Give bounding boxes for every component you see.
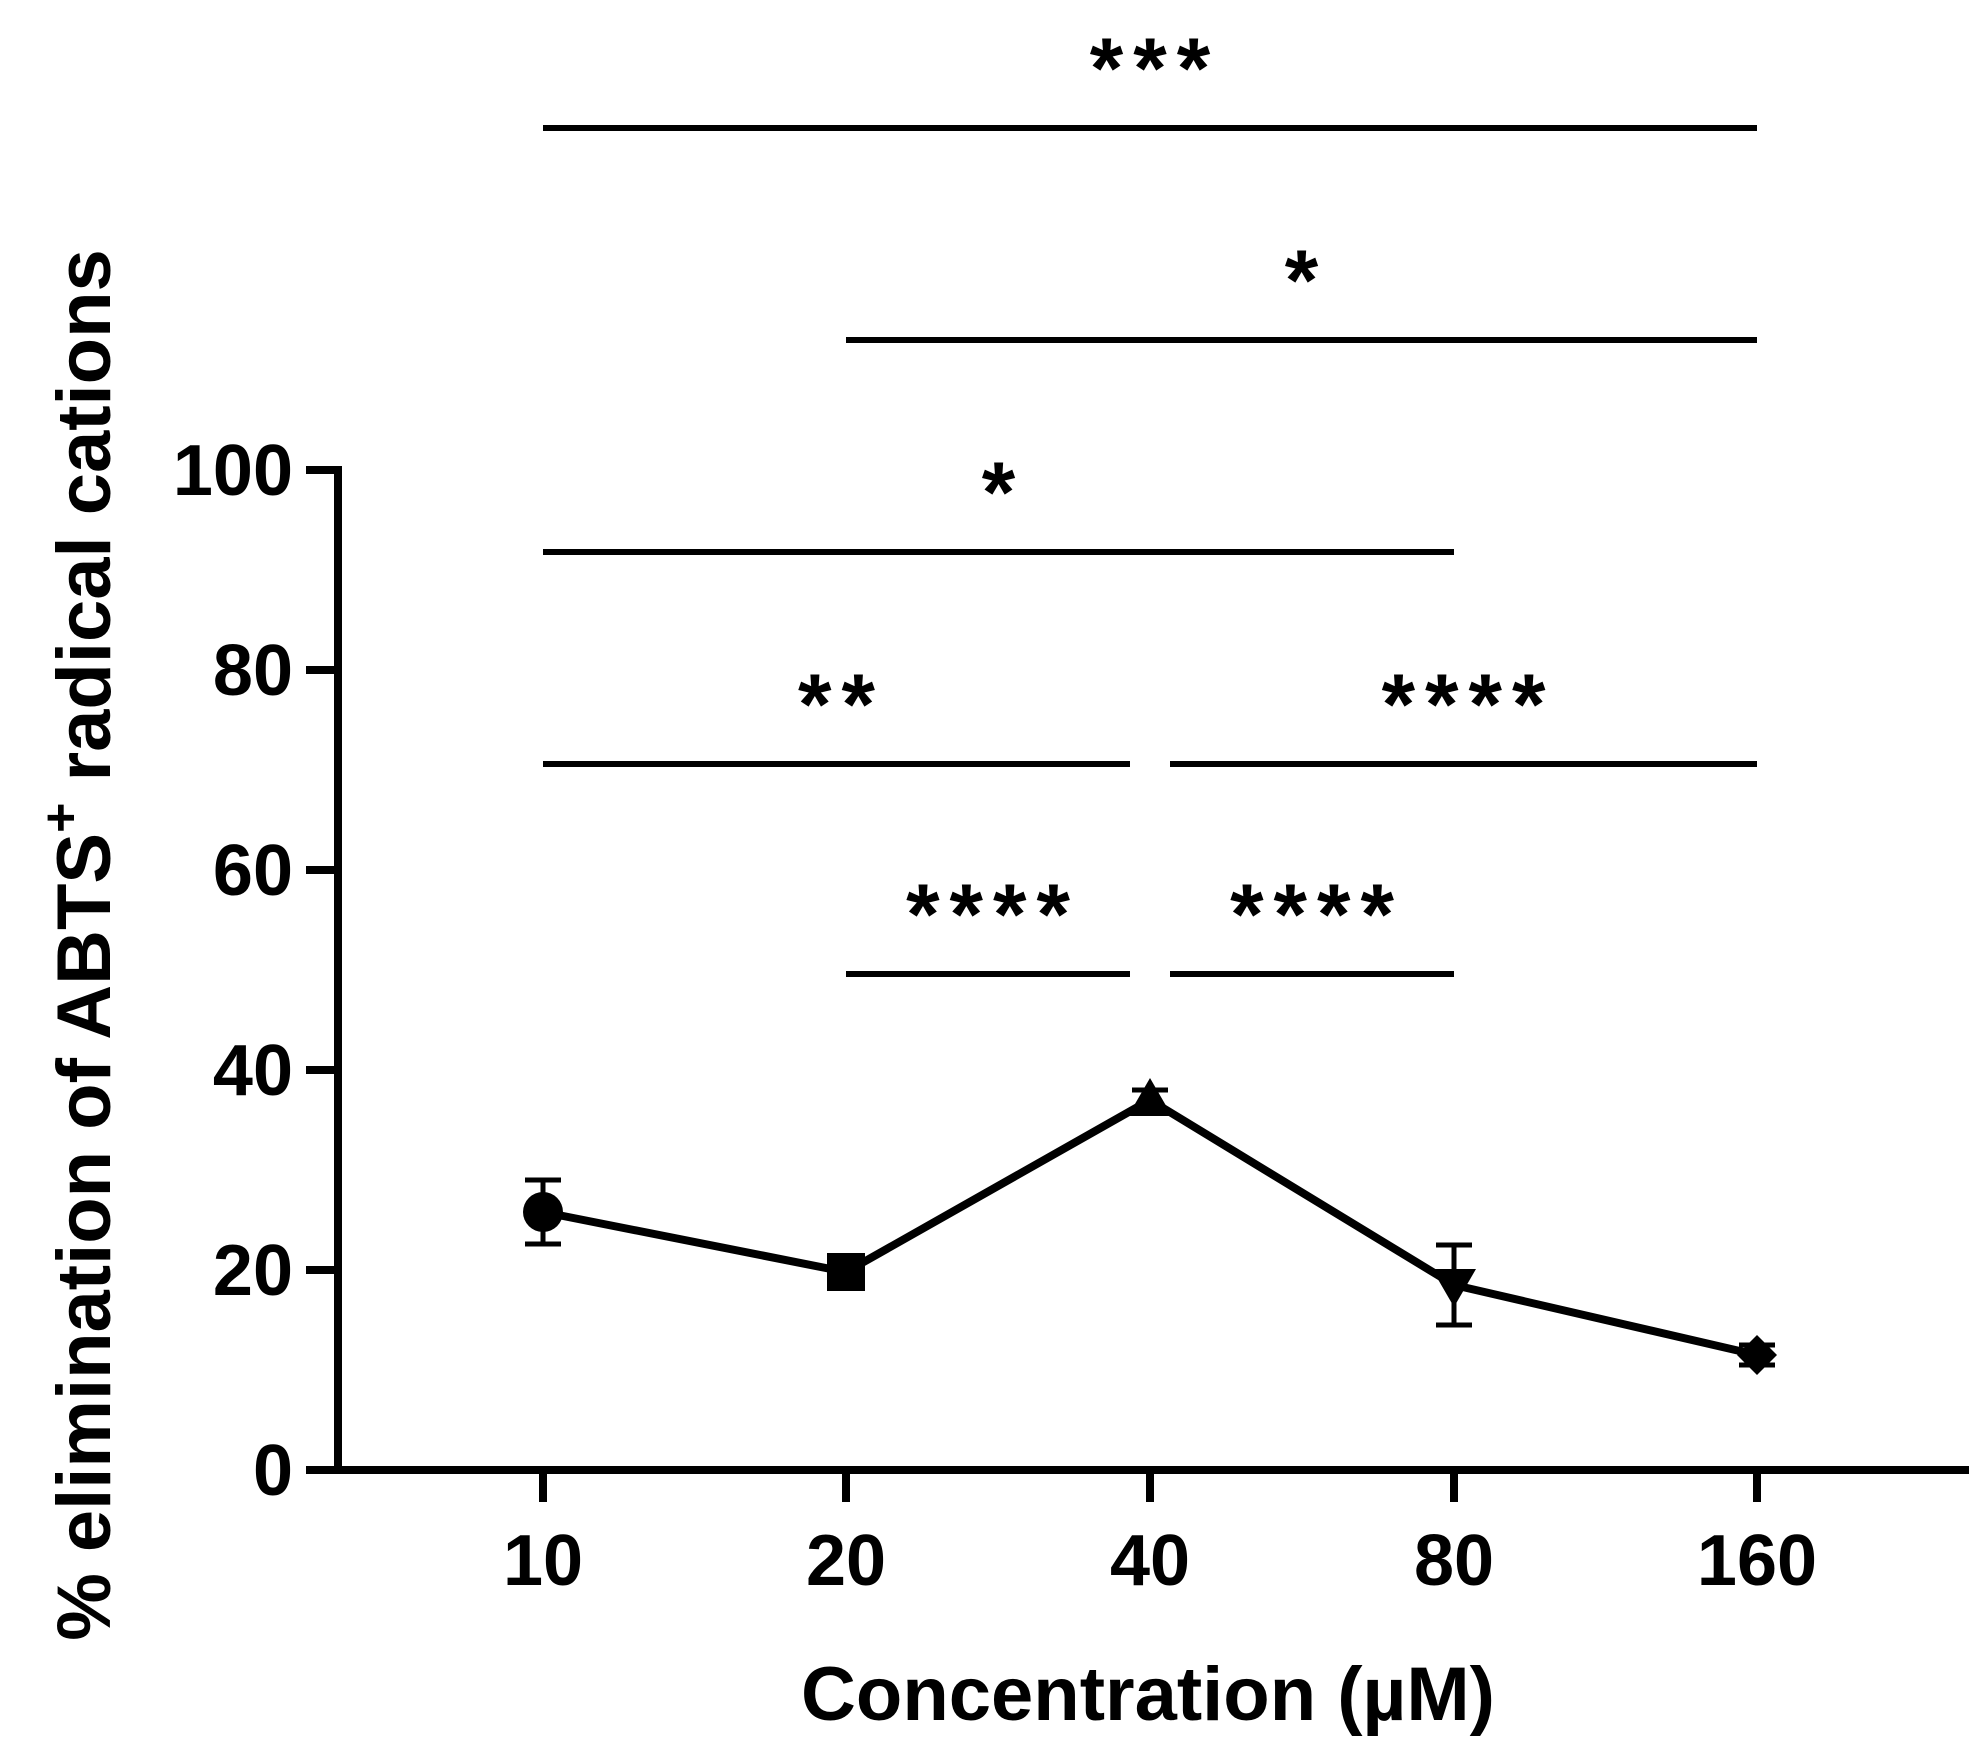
- y-axis-title-rest: radical cations: [42, 249, 127, 802]
- sig-label-10-160: ***: [1090, 21, 1220, 117]
- sig-label-10-40: **: [798, 657, 885, 753]
- significance-brackets: ******* ******** ****: [543, 21, 1757, 977]
- y-axis-title-superscript: +: [32, 803, 90, 833]
- y-axis-ticks: 0 20 40 60 80 100: [173, 431, 338, 1511]
- x-tick-label-20: 20: [806, 1521, 886, 1601]
- data-point-40: [1128, 1078, 1172, 1116]
- sig-label-40-80: ****: [1230, 867, 1404, 963]
- y-tick-label-80: 80: [213, 631, 293, 711]
- sig-label-40-160: ****: [1382, 657, 1556, 753]
- data-point-10: [523, 1192, 563, 1232]
- data-point-20: [827, 1253, 865, 1291]
- sig-label-20-160: *: [1285, 233, 1328, 329]
- y-tick-label-20: 20: [213, 1231, 293, 1311]
- x-tick-label-10: 10: [503, 1521, 583, 1601]
- x-axis-ticks: 10 20 40 80 160: [503, 1470, 1817, 1601]
- y-axis-title: % elimination of ABTS+ radical cations: [32, 249, 127, 1641]
- x-tick-label-80: 80: [1414, 1521, 1494, 1601]
- y-tick-label-100: 100: [173, 431, 293, 511]
- data-point-80: [1432, 1269, 1476, 1307]
- x-tick-label-40: 40: [1110, 1521, 1190, 1601]
- y-axis-title-main: % elimination of ABTS: [42, 833, 127, 1641]
- data-point-160: [1737, 1335, 1777, 1375]
- series-line-0: [542, 1096, 1758, 1359]
- sig-label-20-40: ****: [906, 867, 1080, 963]
- y-tick-label-40: 40: [213, 1031, 293, 1111]
- y-tick-label-60: 60: [213, 831, 293, 911]
- y-tick-label-0: 0: [253, 1431, 293, 1511]
- x-tick-label-160: 160: [1697, 1521, 1817, 1601]
- x-axis-title: Concentration (µM): [801, 1652, 1495, 1737]
- data-series: [523, 1078, 1777, 1375]
- sig-label-10-80: *: [982, 445, 1025, 541]
